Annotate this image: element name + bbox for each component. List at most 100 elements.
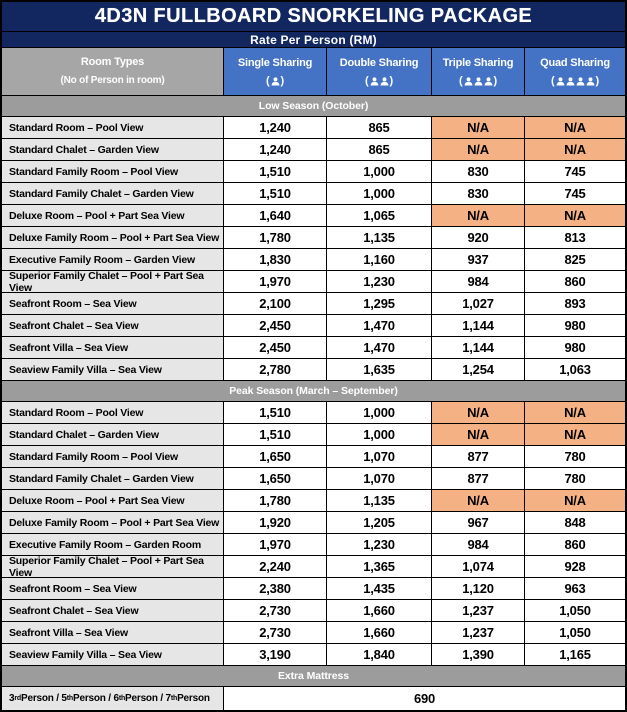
- rate-cell: 865: [327, 139, 432, 161]
- table-row: Seafront Chalet – Sea View 2,730 1,660 1,23…: [2, 600, 625, 622]
- rate-cell: 1,000: [327, 402, 432, 424]
- season-header-1: Peak Season (March – September): [2, 381, 625, 402]
- rate-cell: 980: [525, 337, 625, 359]
- occupancy-icons: (): [365, 75, 393, 88]
- rate-cell: 2,780: [224, 359, 327, 381]
- column-header-label: Quad Sharing: [540, 56, 610, 69]
- rate-cell: 1,920: [224, 512, 327, 534]
- rate-cell: 1,510: [224, 183, 327, 205]
- rate-cell: 2,450: [224, 337, 327, 359]
- rate-cell: 1,640: [224, 205, 327, 227]
- rate-na-cell: N/A: [432, 205, 525, 227]
- rate-cell: 2,380: [224, 578, 327, 600]
- rate-cell: 860: [525, 271, 625, 293]
- rate-cell: 1,230: [327, 534, 432, 556]
- rate-cell: 1,065: [327, 205, 432, 227]
- column-header-label: Double Sharing: [339, 56, 419, 69]
- table-row: Deluxe Room – Pool + Part Sea View 1,780 1…: [2, 490, 625, 512]
- occupancy-icons: (): [459, 75, 497, 88]
- table-row: Standard Family Room – Pool View 1,510 1,0…: [2, 161, 625, 183]
- rate-na-cell: N/A: [525, 490, 625, 512]
- room-types-header: Room Types (No of Person in room): [2, 48, 224, 96]
- rate-cell: 745: [525, 183, 625, 205]
- rate-cell: 1,295: [327, 293, 432, 315]
- rate-na-cell: N/A: [432, 117, 525, 139]
- person-icon: [484, 77, 492, 86]
- room-type-cell: Executive Family Room – Garden View: [2, 249, 224, 271]
- rate-cell: 1,074: [432, 556, 525, 578]
- column-header-quad-sharing: Quad Sharing (): [525, 48, 625, 96]
- column-header-label: Triple Sharing: [442, 56, 514, 69]
- rate-cell: 1,510: [224, 161, 327, 183]
- rate-cell: 1,135: [327, 227, 432, 249]
- person-icon: [586, 77, 594, 86]
- rate-cell: 1,230: [327, 271, 432, 293]
- room-type-cell: Seafront Chalet – Sea View: [2, 600, 224, 622]
- rate-cell: 745: [525, 161, 625, 183]
- rate-cell: 1,650: [224, 446, 327, 468]
- season-header-0: Low Season (October): [2, 96, 625, 117]
- rate-cell: 1,144: [432, 337, 525, 359]
- rate-cell: 813: [525, 227, 625, 249]
- rate-cell: 3,190: [224, 644, 327, 666]
- table-row: Deluxe Room – Pool + Part Sea View 1,640 1…: [2, 205, 625, 227]
- column-header-label: Single Sharing: [237, 56, 313, 69]
- rate-cell: 928: [525, 556, 625, 578]
- rate-cell: 1,435: [327, 578, 432, 600]
- rate-cell: 865: [327, 117, 432, 139]
- table-row: Standard Chalet – Garden View 1,510 1,000 N…: [2, 424, 625, 446]
- rate-cell: 963: [525, 578, 625, 600]
- rate-cell: 1,070: [327, 446, 432, 468]
- rate-cell: 1,470: [327, 337, 432, 359]
- rate-cell: 1,240: [224, 117, 327, 139]
- rate-cell: 1,470: [327, 315, 432, 337]
- rate-cell: 1,063: [525, 359, 625, 381]
- rate-cell: 1,830: [224, 249, 327, 271]
- room-type-cell: Standard Family Room – Pool View: [2, 161, 224, 183]
- occupancy-icons: (): [551, 75, 599, 88]
- rate-cell: 877: [432, 468, 525, 490]
- rate-na-cell: N/A: [432, 424, 525, 446]
- table-row: Executive Family Room – Garden Room 1,970…: [2, 534, 625, 556]
- page-title: 4D3N FULLBOARD SNORKELING PACKAGE: [2, 2, 625, 32]
- rate-cell: 2,730: [224, 622, 327, 644]
- room-type-cell: Seafront Villa – Sea View: [2, 622, 224, 644]
- table-body: Low Season (October) Standard Room – Pool…: [2, 96, 625, 710]
- room-type-cell: Standard Chalet – Garden View: [2, 424, 224, 446]
- table-row: Standard Family Room – Pool View 1,650 1,0…: [2, 446, 625, 468]
- rate-cell: 1,660: [327, 600, 432, 622]
- table-row: Seafront Villa – Sea View 2,730 1,660 1,237…: [2, 622, 625, 644]
- room-type-cell: Seafront Room – Sea View: [2, 293, 224, 315]
- rate-cell: 1,000: [327, 161, 432, 183]
- rate-cell: 893: [525, 293, 625, 315]
- rate-cell: 1,050: [525, 622, 625, 644]
- rate-cell: 984: [432, 271, 525, 293]
- room-type-cell: Deluxe Family Room – Pool + Part Sea Vie…: [2, 227, 224, 249]
- rate-cell: 780: [525, 468, 625, 490]
- rate-cell: 1,144: [432, 315, 525, 337]
- rate-subtitle: Rate Per Person (RM): [2, 32, 625, 48]
- room-type-cell: Seafront Chalet – Sea View: [2, 315, 224, 337]
- column-header-single-sharing: Single Sharing (): [224, 48, 327, 96]
- room-type-cell: Deluxe Room – Pool + Part Sea View: [2, 205, 224, 227]
- rate-cell: 1,390: [432, 644, 525, 666]
- rate-cell: 1,160: [327, 249, 432, 271]
- room-type-cell: Standard Family Chalet – Garden View: [2, 468, 224, 490]
- rate-cell: 1,165: [525, 644, 625, 666]
- person-icon: [464, 77, 472, 86]
- rate-cell: 2,240: [224, 556, 327, 578]
- rate-cell: 1,070: [327, 468, 432, 490]
- rate-cell: 830: [432, 161, 525, 183]
- rate-cell: 1,237: [432, 600, 525, 622]
- table-row: Seafront Villa – Sea View 2,450 1,470 1,144…: [2, 337, 625, 359]
- room-type-cell: Deluxe Room – Pool + Part Sea View: [2, 490, 224, 512]
- person-icon: [370, 77, 378, 86]
- rate-na-cell: N/A: [432, 490, 525, 512]
- room-type-cell: Deluxe Family Room – Pool + Part Sea Vie…: [2, 512, 224, 534]
- rate-cell: 848: [525, 512, 625, 534]
- room-type-cell: Standard Room – Pool View: [2, 402, 224, 424]
- table-row: Seaview Family Villa – Sea View 3,190 1,84…: [2, 644, 625, 666]
- person-icon: [380, 77, 388, 86]
- room-type-cell: Standard Room – Pool View: [2, 117, 224, 139]
